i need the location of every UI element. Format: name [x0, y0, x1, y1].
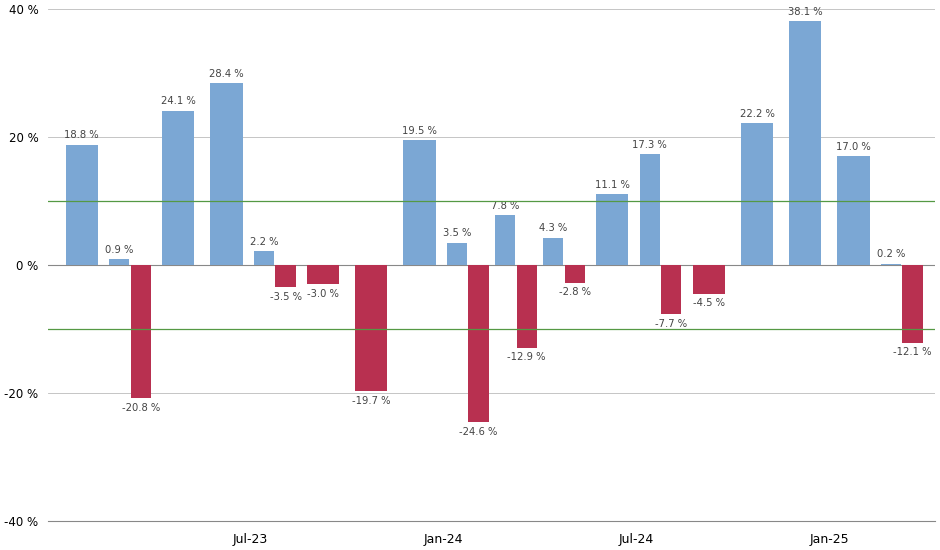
Text: -3.0 %: -3.0 % [307, 289, 338, 299]
Bar [403, 140, 435, 265]
Bar [543, 238, 563, 265]
Text: -12.1 %: -12.1 % [893, 347, 932, 357]
Bar [838, 156, 870, 265]
Bar [109, 260, 130, 265]
Text: -4.5 %: -4.5 % [693, 298, 725, 309]
Bar [494, 215, 515, 265]
Text: 3.5 %: 3.5 % [443, 228, 471, 238]
Bar [517, 265, 537, 348]
Bar [639, 155, 660, 265]
Text: 22.2 %: 22.2 % [740, 108, 775, 119]
Text: 0.9 %: 0.9 % [105, 245, 133, 255]
Bar [468, 265, 489, 422]
Text: 4.3 %: 4.3 % [539, 223, 568, 233]
Text: 11.1 %: 11.1 % [595, 180, 630, 190]
Bar [596, 194, 629, 265]
Text: 0.2 %: 0.2 % [877, 249, 905, 260]
Text: -24.6 %: -24.6 % [460, 427, 497, 437]
Bar [306, 265, 339, 284]
Text: -19.7 %: -19.7 % [352, 395, 390, 405]
Bar [254, 251, 274, 265]
Text: -20.8 %: -20.8 % [121, 403, 160, 412]
Bar [66, 145, 98, 265]
Bar [741, 123, 774, 265]
Text: 7.8 %: 7.8 % [491, 201, 519, 211]
Text: -3.5 %: -3.5 % [270, 292, 302, 302]
Text: -7.7 %: -7.7 % [655, 319, 687, 329]
Bar [211, 84, 243, 265]
Text: 17.3 %: 17.3 % [633, 140, 667, 150]
Text: 24.1 %: 24.1 % [161, 96, 196, 106]
Bar [275, 265, 296, 288]
Bar [355, 265, 387, 391]
Text: 2.2 %: 2.2 % [250, 236, 278, 246]
Bar [881, 264, 901, 265]
Text: -12.9 %: -12.9 % [508, 352, 546, 362]
Bar [162, 111, 195, 265]
Bar [131, 265, 151, 398]
Text: 38.1 %: 38.1 % [788, 7, 822, 17]
Text: 28.4 %: 28.4 % [209, 69, 243, 79]
Bar [789, 21, 822, 265]
Text: 19.5 %: 19.5 % [402, 126, 437, 136]
Bar [693, 265, 725, 294]
Bar [565, 265, 585, 283]
Bar [661, 265, 682, 315]
Bar [446, 243, 467, 265]
Text: 18.8 %: 18.8 % [65, 130, 99, 140]
Bar [902, 265, 922, 343]
Text: 17.0 %: 17.0 % [836, 142, 870, 152]
Text: -2.8 %: -2.8 % [559, 288, 591, 298]
